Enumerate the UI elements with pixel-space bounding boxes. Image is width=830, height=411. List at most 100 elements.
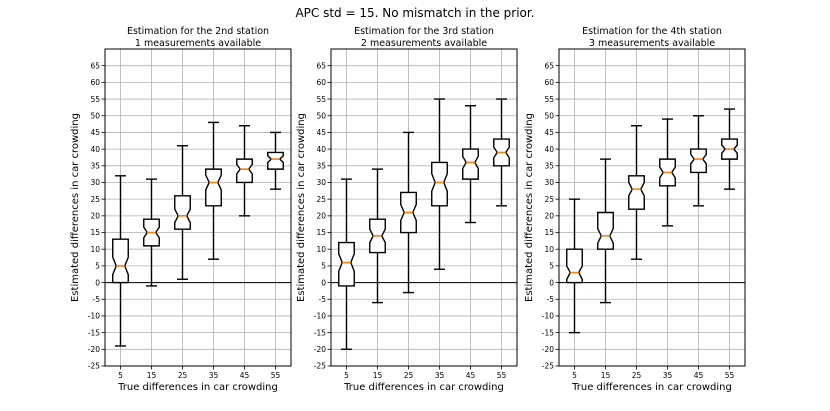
box-25 [628,125,645,260]
y-tick-label: 35 [316,161,326,170]
y-tick-label: -5 [93,295,101,304]
chart-subtitle: 2 measurements available [361,38,487,49]
x-tick-label: 5 [118,371,123,380]
y-tick-label: 10 [316,245,326,254]
box-body [690,148,707,174]
y-tick-label: 55 [90,95,100,104]
box-5 [112,175,129,347]
x-tick-label: 35 [435,371,445,380]
box-25 [174,145,191,280]
chart-title: Estimation for the 3rd station [354,26,494,37]
y-tick-label: 20 [90,212,100,221]
box-55 [267,131,284,190]
box-body [462,148,479,180]
y-tick-label: 60 [90,78,100,87]
box-35 [431,98,448,270]
y-tick-label: 30 [544,178,554,187]
box-15 [597,158,614,304]
y-tick-label: 40 [316,145,326,154]
y-tick-label: 45 [90,128,100,137]
y-tick-label: 30 [90,178,100,187]
x-tick-label: 25 [632,371,642,380]
x-tick-label: 35 [663,371,673,380]
box-body [236,158,253,184]
box-35 [659,118,676,227]
y-axis-label: Estimated differences in car crowding [70,113,81,302]
y-axis-label: Estimated differences in car crowding [296,113,307,302]
chart-title: Estimation for the 4th station [582,26,722,37]
y-axis-label: Estimated differences in car crowding [524,113,535,302]
y-tick-label: 60 [316,78,326,87]
y-tick-label: 5 [95,262,100,271]
x-tick-label: 55 [725,371,735,380]
box-body [431,161,448,207]
box-15 [369,168,386,304]
y-tick-label: 5 [321,262,326,271]
y-tick-label: -25 [88,362,100,371]
chart-panel-4: -25 -20 -15 -10 -5 0 5 10 15 20 25 30 35 40 45 50 55 60 65… [524,26,746,393]
box-body [112,238,129,284]
y-tick-label: -5 [547,295,555,304]
chart-panel-3: -25 -20 -15 -10 -5 0 5 10 15 20 25 30 35 40 45 50 55 60 65… [296,26,518,393]
y-tick-label: -20 [314,345,326,354]
x-tick-label: 15 [601,371,611,380]
y-tick-label: 50 [90,111,100,120]
y-tick-label: 25 [316,195,326,204]
y-tick-label: 0 [549,278,554,287]
y-tick-label: -15 [542,328,554,337]
y-tick-label: 25 [544,195,554,204]
chart-panel-2: -25 -20 -15 -10 -5 0 5 10 15 20 25 30 35 40 45 50 55 60 65… [70,26,292,393]
x-axis-label: True differences in car crowding [571,382,732,393]
y-tick-label: 50 [544,111,554,120]
y-tick-label: -15 [314,328,326,337]
y-tick-label: 65 [316,61,326,70]
y-tick-label: -10 [88,312,100,321]
box-25 [400,131,417,294]
y-tick-label: -10 [542,312,554,321]
y-tick-label: 35 [544,161,554,170]
box-body [174,195,191,230]
chart-subtitle: 1 measurements available [135,38,261,49]
y-tick-label: 45 [544,128,554,137]
y-tick-label: -20 [542,345,554,354]
y-tick-label: -15 [88,328,100,337]
box-body [338,241,355,287]
y-tick-label: 60 [544,78,554,87]
x-tick-label: 55 [497,371,507,380]
y-tick-label: 5 [549,262,554,271]
y-tick-label: -5 [319,295,327,304]
box-45 [690,115,707,207]
y-tick-label: 20 [316,212,326,221]
axes-frame [104,48,292,367]
chart-subtitle: 3 measurements available [589,38,715,49]
chart-title: Estimation for the 2nd station [127,26,269,37]
axes-frame [330,48,518,367]
x-tick-label: 5 [344,371,349,380]
y-tick-label: -20 [88,345,100,354]
y-tick-label: -10 [314,312,326,321]
x-tick-label: 25 [178,371,188,380]
y-tick-label: 50 [316,111,326,120]
y-tick-label: 55 [544,95,554,104]
x-tick-label: 45 [466,371,476,380]
y-tick-label: -25 [314,362,326,371]
y-tick-label: 35 [90,161,100,170]
box-body [205,168,222,207]
box-body [628,175,645,210]
y-tick-label: 25 [90,195,100,204]
box-55 [493,98,510,207]
y-tick-label: 15 [90,228,100,237]
box-15 [143,178,160,287]
box-45 [462,105,479,224]
x-tick-label: 15 [147,371,157,380]
y-tick-label: 30 [316,178,326,187]
box-5 [338,178,355,351]
y-tick-label: 0 [321,278,326,287]
x-axis-label: True differences in car crowding [343,382,504,393]
x-axis-label: True differences in car crowding [117,382,278,393]
y-tick-label: 15 [316,228,326,237]
box-body [566,248,583,284]
box-5 [566,198,583,334]
y-tick-label: 15 [544,228,554,237]
